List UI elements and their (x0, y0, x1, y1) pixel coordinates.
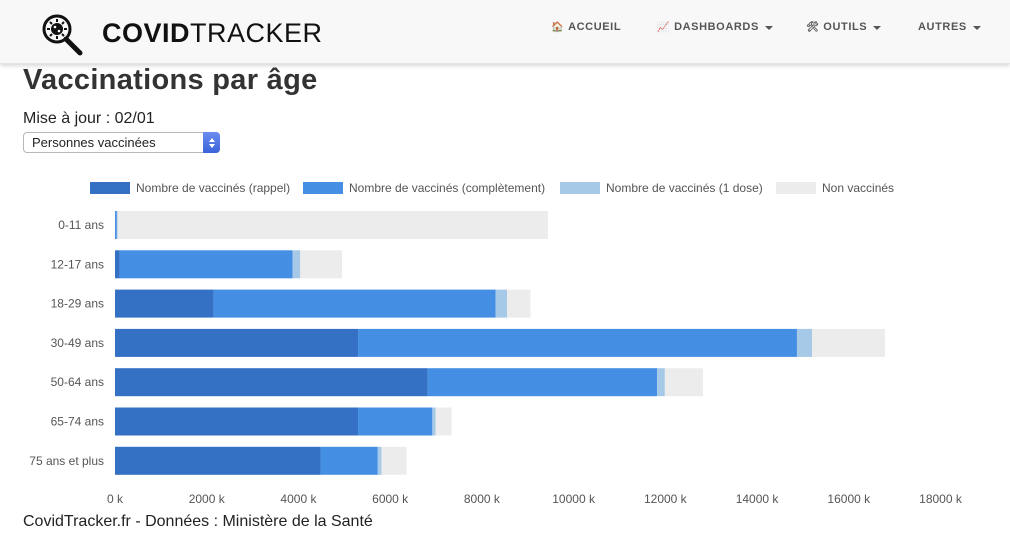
x-tick-label: 2000 k (189, 492, 226, 506)
legend-swatch (90, 182, 130, 194)
metric-select[interactable]: Personnes vaccinées (23, 132, 220, 153)
legend-label: Nombre de vaccinés (1 dose) (606, 181, 763, 195)
bar-segment[interactable] (358, 407, 433, 436)
metric-select-value: Personnes vaccinées (32, 135, 156, 150)
legend-label: Nombre de vaccinés (complètement) (349, 181, 546, 195)
nav-item-label: OUTILS (823, 21, 868, 33)
legend-item-non-vaccines[interactable]: Non vaccinés (776, 181, 894, 195)
x-tick-label: 14000 k (736, 492, 780, 506)
y-tick-label: 65-74 ans (51, 415, 104, 429)
legend-label: Nombre de vaccinés (rappel) (136, 181, 291, 195)
vaccination-bar-chart: 0-11 ans 12-17 ans 18-29 ans 30-49 ans 50-64… (29, 211, 963, 506)
bar-segment[interactable] (116, 211, 118, 239)
brand-name: COVIDTRACKER (102, 18, 323, 49)
legend-swatch (303, 182, 343, 194)
tools-icon: 🛠 (806, 21, 820, 33)
bar-segment[interactable] (796, 328, 813, 357)
page-title: Vaccinations par âge (23, 64, 318, 96)
home-icon: 🏠 (551, 21, 565, 33)
bar-segment[interactable] (115, 407, 359, 436)
bar-segment[interactable] (300, 250, 343, 279)
legend-item-rappel[interactable]: Nombre de vaccinés (rappel) (90, 181, 290, 195)
caret-down-icon (873, 25, 882, 30)
x-tick-label: 4000 k (280, 492, 317, 506)
bar-segment[interactable] (213, 289, 496, 318)
bar-segment[interactable] (115, 211, 117, 239)
legend-label: Non vaccinés (822, 181, 895, 195)
bar-segment[interactable] (358, 328, 797, 357)
bar-segment[interactable] (320, 446, 378, 475)
caret-down-icon (764, 25, 773, 30)
y-tick-label: 12-17 ans (51, 257, 104, 271)
legend-swatch (560, 182, 600, 194)
bar-segment[interactable] (292, 250, 301, 279)
brand-link[interactable]: COVIDTRACKER (38, 10, 323, 56)
x-tick-label: 12000 k (644, 492, 688, 506)
bar-segment[interactable] (432, 407, 436, 436)
x-tick-label: 16000 k (827, 492, 871, 506)
bar-segment[interactable] (495, 289, 508, 318)
x-tick-label: 10000 k (552, 492, 596, 506)
bar-segment[interactable] (115, 368, 428, 397)
bar-segment[interactable] (115, 289, 214, 318)
bar-segment[interactable] (117, 211, 548, 239)
y-tick-label: 0-11 ans (58, 218, 104, 232)
bar-segment[interactable] (115, 446, 321, 475)
nav-item-outils[interactable]: 🛠 OUTILS (806, 21, 882, 33)
source-footer: CovidTracker.fr - Données : Ministère de… (23, 513, 373, 530)
y-tick-label: 50-64 ans (51, 375, 104, 389)
bar-segment[interactable] (812, 328, 886, 357)
bar-segment[interactable] (427, 368, 658, 397)
virus-magnifier-logo-icon (42, 14, 83, 56)
x-tick-label: 18000 k (919, 492, 963, 506)
legend-item-complet[interactable]: Nombre de vaccinés (complètement) (303, 181, 545, 195)
nav-item-dashboards[interactable]: 📈 DASHBOARDS (657, 21, 773, 33)
navbar: COVIDTRACKER 🏠 ACCUEIL 📈 DASHBOARDS 🛠 OU… (0, 0, 1010, 64)
nav-item-autres[interactable]: AUTRES (918, 21, 981, 33)
bar-segment[interactable] (115, 328, 359, 357)
bar-segment[interactable] (377, 446, 382, 475)
brand-name-light: TRACKER (190, 17, 323, 48)
caret-down-icon (972, 25, 981, 30)
bar-segment[interactable] (381, 446, 407, 475)
nav-item-label: DASHBOARDS (674, 21, 759, 33)
bar-segment[interactable] (507, 289, 531, 318)
legend-item-une-dose[interactable]: Nombre de vaccinés (1 dose) (560, 181, 763, 195)
bar-segment[interactable] (119, 250, 293, 279)
y-tick-label: 30-49 ans (51, 336, 104, 350)
legend-swatch (776, 182, 816, 194)
y-tick-label: 18-29 ans (51, 297, 104, 311)
bar-segment[interactable] (115, 250, 120, 279)
x-tick-label: 0 k (107, 492, 124, 506)
y-tick-label: 75 ans et plus (29, 454, 104, 468)
nav-item-label: ACCUEIL (568, 21, 622, 33)
x-tick-label: 8000 k (464, 492, 501, 506)
select-arrows-icon (203, 132, 220, 153)
bar-segment[interactable] (664, 368, 703, 397)
update-date: Mise à jour : 02/01 (23, 110, 155, 127)
nav-item-label: AUTRES (918, 21, 967, 33)
bar-segment[interactable] (657, 368, 665, 397)
brand-name-strong: COVID (102, 17, 191, 48)
x-tick-label: 6000 k (372, 492, 409, 506)
chart-icon: 📈 (657, 21, 671, 33)
nav-item-accueil[interactable]: 🏠 ACCUEIL (551, 21, 621, 33)
bar-segment[interactable] (435, 407, 452, 436)
